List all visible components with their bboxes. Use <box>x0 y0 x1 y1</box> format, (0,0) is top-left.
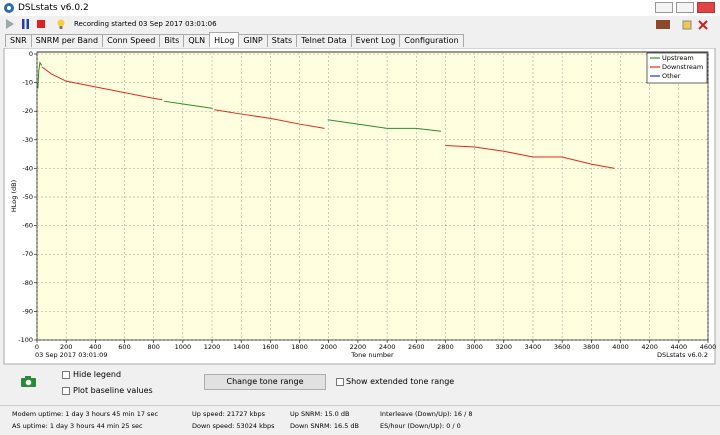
x-tick-label: 2400 <box>379 343 396 351</box>
y-tick-label: -80 <box>22 279 33 287</box>
y-tick-label: -60 <box>22 222 33 230</box>
hide-legend-checkbox[interactable] <box>62 371 70 379</box>
status-text: Modem uptime: 1 day 3 hours 45 min 17 se… <box>12 410 159 418</box>
y-tick-label: 0 <box>29 50 33 58</box>
pause-button-bar <box>26 19 29 29</box>
x-tick-label: 600 <box>118 343 130 351</box>
watermark: DSLstats v6.0.2 <box>657 351 708 359</box>
extended-range-checkbox[interactable] <box>336 378 344 386</box>
tab[interactable]: Telnet Data <box>296 34 352 47</box>
plot-baseline-label: Plot baseline values <box>73 386 153 395</box>
tab[interactable]: SNR <box>5 34 32 47</box>
x-tick-label: 3000 <box>466 343 483 351</box>
tab[interactable]: SNRM per Band <box>30 34 104 47</box>
bulb-base <box>59 26 63 29</box>
y-axis-label: HLog (dB) <box>10 180 18 212</box>
status-text: ES/hour (Down/Up): 0 / 0 <box>380 422 461 430</box>
change-tone-range-button[interactable]: Change tone range <box>204 374 326 390</box>
exit-icon[interactable] <box>698 20 708 30</box>
x-tick-label: 3200 <box>496 343 513 351</box>
timestamp: 03 Sep 2017 03:01:09 <box>35 351 107 359</box>
x-tick-label: 4600 <box>700 343 717 351</box>
x-tick-label: 1000 <box>175 343 192 351</box>
status-text: Up SNRM: 15.0 dB <box>290 410 350 418</box>
stop-button[interactable] <box>37 20 45 28</box>
x-tick-label: 1600 <box>262 343 279 351</box>
tab[interactable]: Bits <box>159 34 185 47</box>
tab[interactable]: Stats <box>266 34 298 47</box>
y-tick-label: -10 <box>22 79 33 87</box>
x-tick-label: 0 <box>35 343 39 351</box>
chart: HLog (dB) 0 -10 -20 -30 -40 -50 -60 -70 -80 -90 -1… <box>3 48 717 365</box>
maximize-button[interactable] <box>676 2 694 13</box>
window-title: DSLstats v6.0.2 <box>18 3 89 13</box>
x-tick-label: 3800 <box>583 343 600 351</box>
x-tick-label: 3400 <box>525 343 542 351</box>
export-icon[interactable] <box>656 20 670 29</box>
toolbar-icons <box>6 19 65 29</box>
x-axis-label: Tone number <box>350 351 394 359</box>
x-tick-label: 1800 <box>291 343 308 351</box>
app-icon <box>4 3 14 13</box>
status-text: Down speed: 53024 kbps <box>192 422 275 430</box>
x-tick-label: 400 <box>89 343 101 351</box>
y-tick-label: -30 <box>22 136 33 144</box>
minimize-button[interactable] <box>655 2 673 13</box>
status-text: Up speed: 21727 kbps <box>192 410 265 418</box>
play-button[interactable] <box>6 19 14 29</box>
tab[interactable]: Configuration <box>399 34 464 47</box>
toolbar-right-icons <box>656 20 708 30</box>
x-tick-label: 2600 <box>408 343 425 351</box>
window-icon[interactable] <box>682 20 692 30</box>
legend-label: Upstream <box>662 54 694 62</box>
extended-range-label: Show extended tone range <box>346 377 455 386</box>
tab[interactable]: QLN <box>183 34 211 47</box>
title-bar: DSLstats v6.0.2 <box>0 0 720 16</box>
toolbar: Recording started 03 Sep 2017 03:01:06 <box>0 16 720 32</box>
y-tick-label: -20 <box>22 107 33 115</box>
y-tick-label: -90 <box>22 307 33 315</box>
x-tick-label: 2200 <box>350 343 367 351</box>
status-text: Down SNRM: 16.5 dB <box>290 422 359 430</box>
y-tick-label: -70 <box>22 250 33 258</box>
tab[interactable]: HLog <box>209 32 240 47</box>
x-tick-label: 1200 <box>204 343 221 351</box>
x-tick-label: 200 <box>60 343 72 351</box>
plot-area <box>36 51 709 341</box>
x-tick-label: 800 <box>147 343 159 351</box>
tab[interactable]: GINP <box>238 34 268 47</box>
camera-icon[interactable] <box>20 375 38 388</box>
y-tick-label: -40 <box>22 164 33 172</box>
series-line <box>37 61 442 132</box>
bulb-icon[interactable] <box>57 19 65 27</box>
y-tick-label: -50 <box>22 193 33 201</box>
x-tick-label: 4200 <box>641 343 658 351</box>
tab[interactable]: Event Log <box>350 34 401 47</box>
series-line <box>41 66 615 169</box>
status-bar: Modem uptime: 1 day 3 hours 45 min 17 se… <box>0 405 720 435</box>
x-tick-label: 4400 <box>671 343 688 351</box>
tab[interactable]: Conn Speed <box>102 34 161 47</box>
x-tick-label: 2000 <box>320 343 337 351</box>
x-tick-label: 4000 <box>612 343 629 351</box>
close-button[interactable] <box>697 2 715 13</box>
tab-strip: SNR SNRM per Band Conn Speed Bits QLN HLog GIN… <box>5 32 464 48</box>
recording-status: Recording started 03 Sep 2017 03:01:06 <box>74 20 217 28</box>
hide-legend-label: Hide legend <box>73 370 122 379</box>
plot-baseline-checkbox[interactable] <box>62 387 70 395</box>
pause-button[interactable] <box>22 19 25 29</box>
status-text: Interleave (Down/Up): 16 / 8 <box>380 410 473 418</box>
x-tick-label: 2800 <box>437 343 454 351</box>
status-text: AS uptime: 1 day 3 hours 44 min 25 sec <box>12 422 143 430</box>
x-tick-label: 1400 <box>233 343 250 351</box>
legend-label: Downstream <box>662 63 703 71</box>
legend-label: Other <box>662 72 681 80</box>
y-tick-label: -100 <box>18 336 33 344</box>
x-tick-label: 3600 <box>554 343 571 351</box>
